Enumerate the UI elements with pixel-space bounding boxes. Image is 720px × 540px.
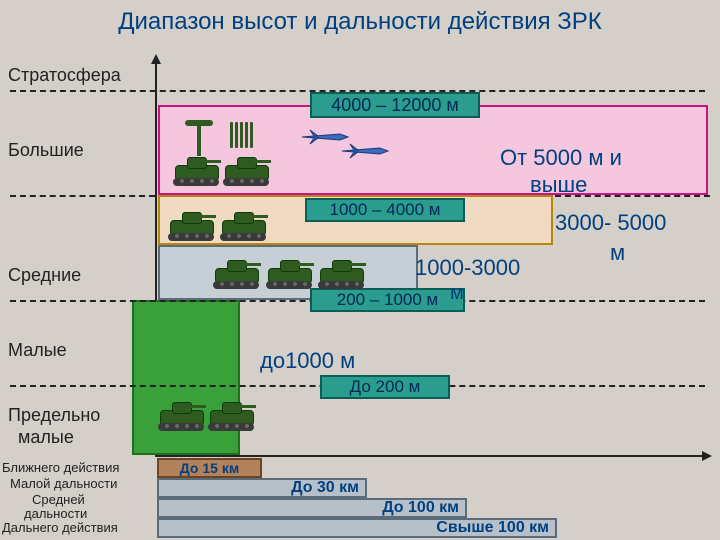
rangebar-100: До 100 км: [157, 498, 467, 518]
blabel-4: Дальнего действия: [2, 520, 118, 535]
tank-icon-6: [268, 268, 312, 284]
x-axis-arrow: [702, 451, 712, 461]
band-small: [132, 300, 240, 455]
tank-icon-9: [210, 410, 254, 426]
rangebar-15: До 15 км: [157, 458, 262, 478]
altbox-4000: 1000 – 4000 м: [305, 198, 465, 222]
missile-launcher-icon: [230, 122, 253, 148]
radar-icon: [185, 120, 213, 156]
rangebar-100plus: Свыше 100 км: [157, 518, 557, 538]
blabel-2: Малой дальности: [10, 476, 117, 491]
chart-title: Диапазон высот и дальности действия ЗРК: [0, 0, 720, 40]
annot-1000-3000: 1000-3000: [415, 255, 520, 281]
tank-icon-4: [222, 220, 266, 236]
ylabel-vsmall1: Предельно: [8, 405, 100, 426]
annot-3000-5000-l1: 3000- 5000: [555, 210, 666, 236]
annot-do1000: до1000 м: [260, 348, 355, 374]
ylabel-small: Малые: [8, 340, 67, 361]
tank-icon-1: [175, 165, 219, 181]
tank-icon-3: [170, 220, 214, 236]
tank-icon-7: [320, 268, 364, 284]
ylabel-medium: Средние: [8, 265, 81, 286]
ylabel-large: Большие: [8, 140, 84, 161]
altbox-12000: 4000 – 12000 м: [310, 92, 480, 118]
rangebar-30: До 30 км: [157, 478, 367, 498]
annot-1000-3000-suf: м: [450, 282, 464, 305]
tank-icon-8: [160, 410, 204, 426]
dash-large: [10, 195, 155, 197]
ylabel-vsmall2: малые: [18, 427, 74, 448]
y-axis-arrow: [151, 54, 161, 64]
jet-icon-2: [340, 142, 390, 160]
altbox-1000: 200 – 1000 м: [310, 288, 465, 312]
altbox-200: До 200 м: [320, 375, 450, 399]
blabel-3b: дальности: [24, 506, 87, 521]
annot-5000plus-l2: выше: [530, 172, 587, 198]
chart-stage: Стратосфера Большие Средние Малые Предел…: [0, 50, 720, 540]
blabel-1: Ближнего действия: [2, 460, 119, 475]
tank-icon-2: [225, 165, 269, 181]
blabel-3: Средней: [32, 492, 85, 507]
annot-3000-5000-l2: м: [610, 240, 625, 266]
ylabel-stratosphere: Стратосфера: [8, 65, 121, 86]
x-axis: [155, 455, 705, 457]
tank-icon-5: [215, 268, 259, 284]
annot-5000plus-l1: От 5000 м и: [500, 145, 622, 171]
